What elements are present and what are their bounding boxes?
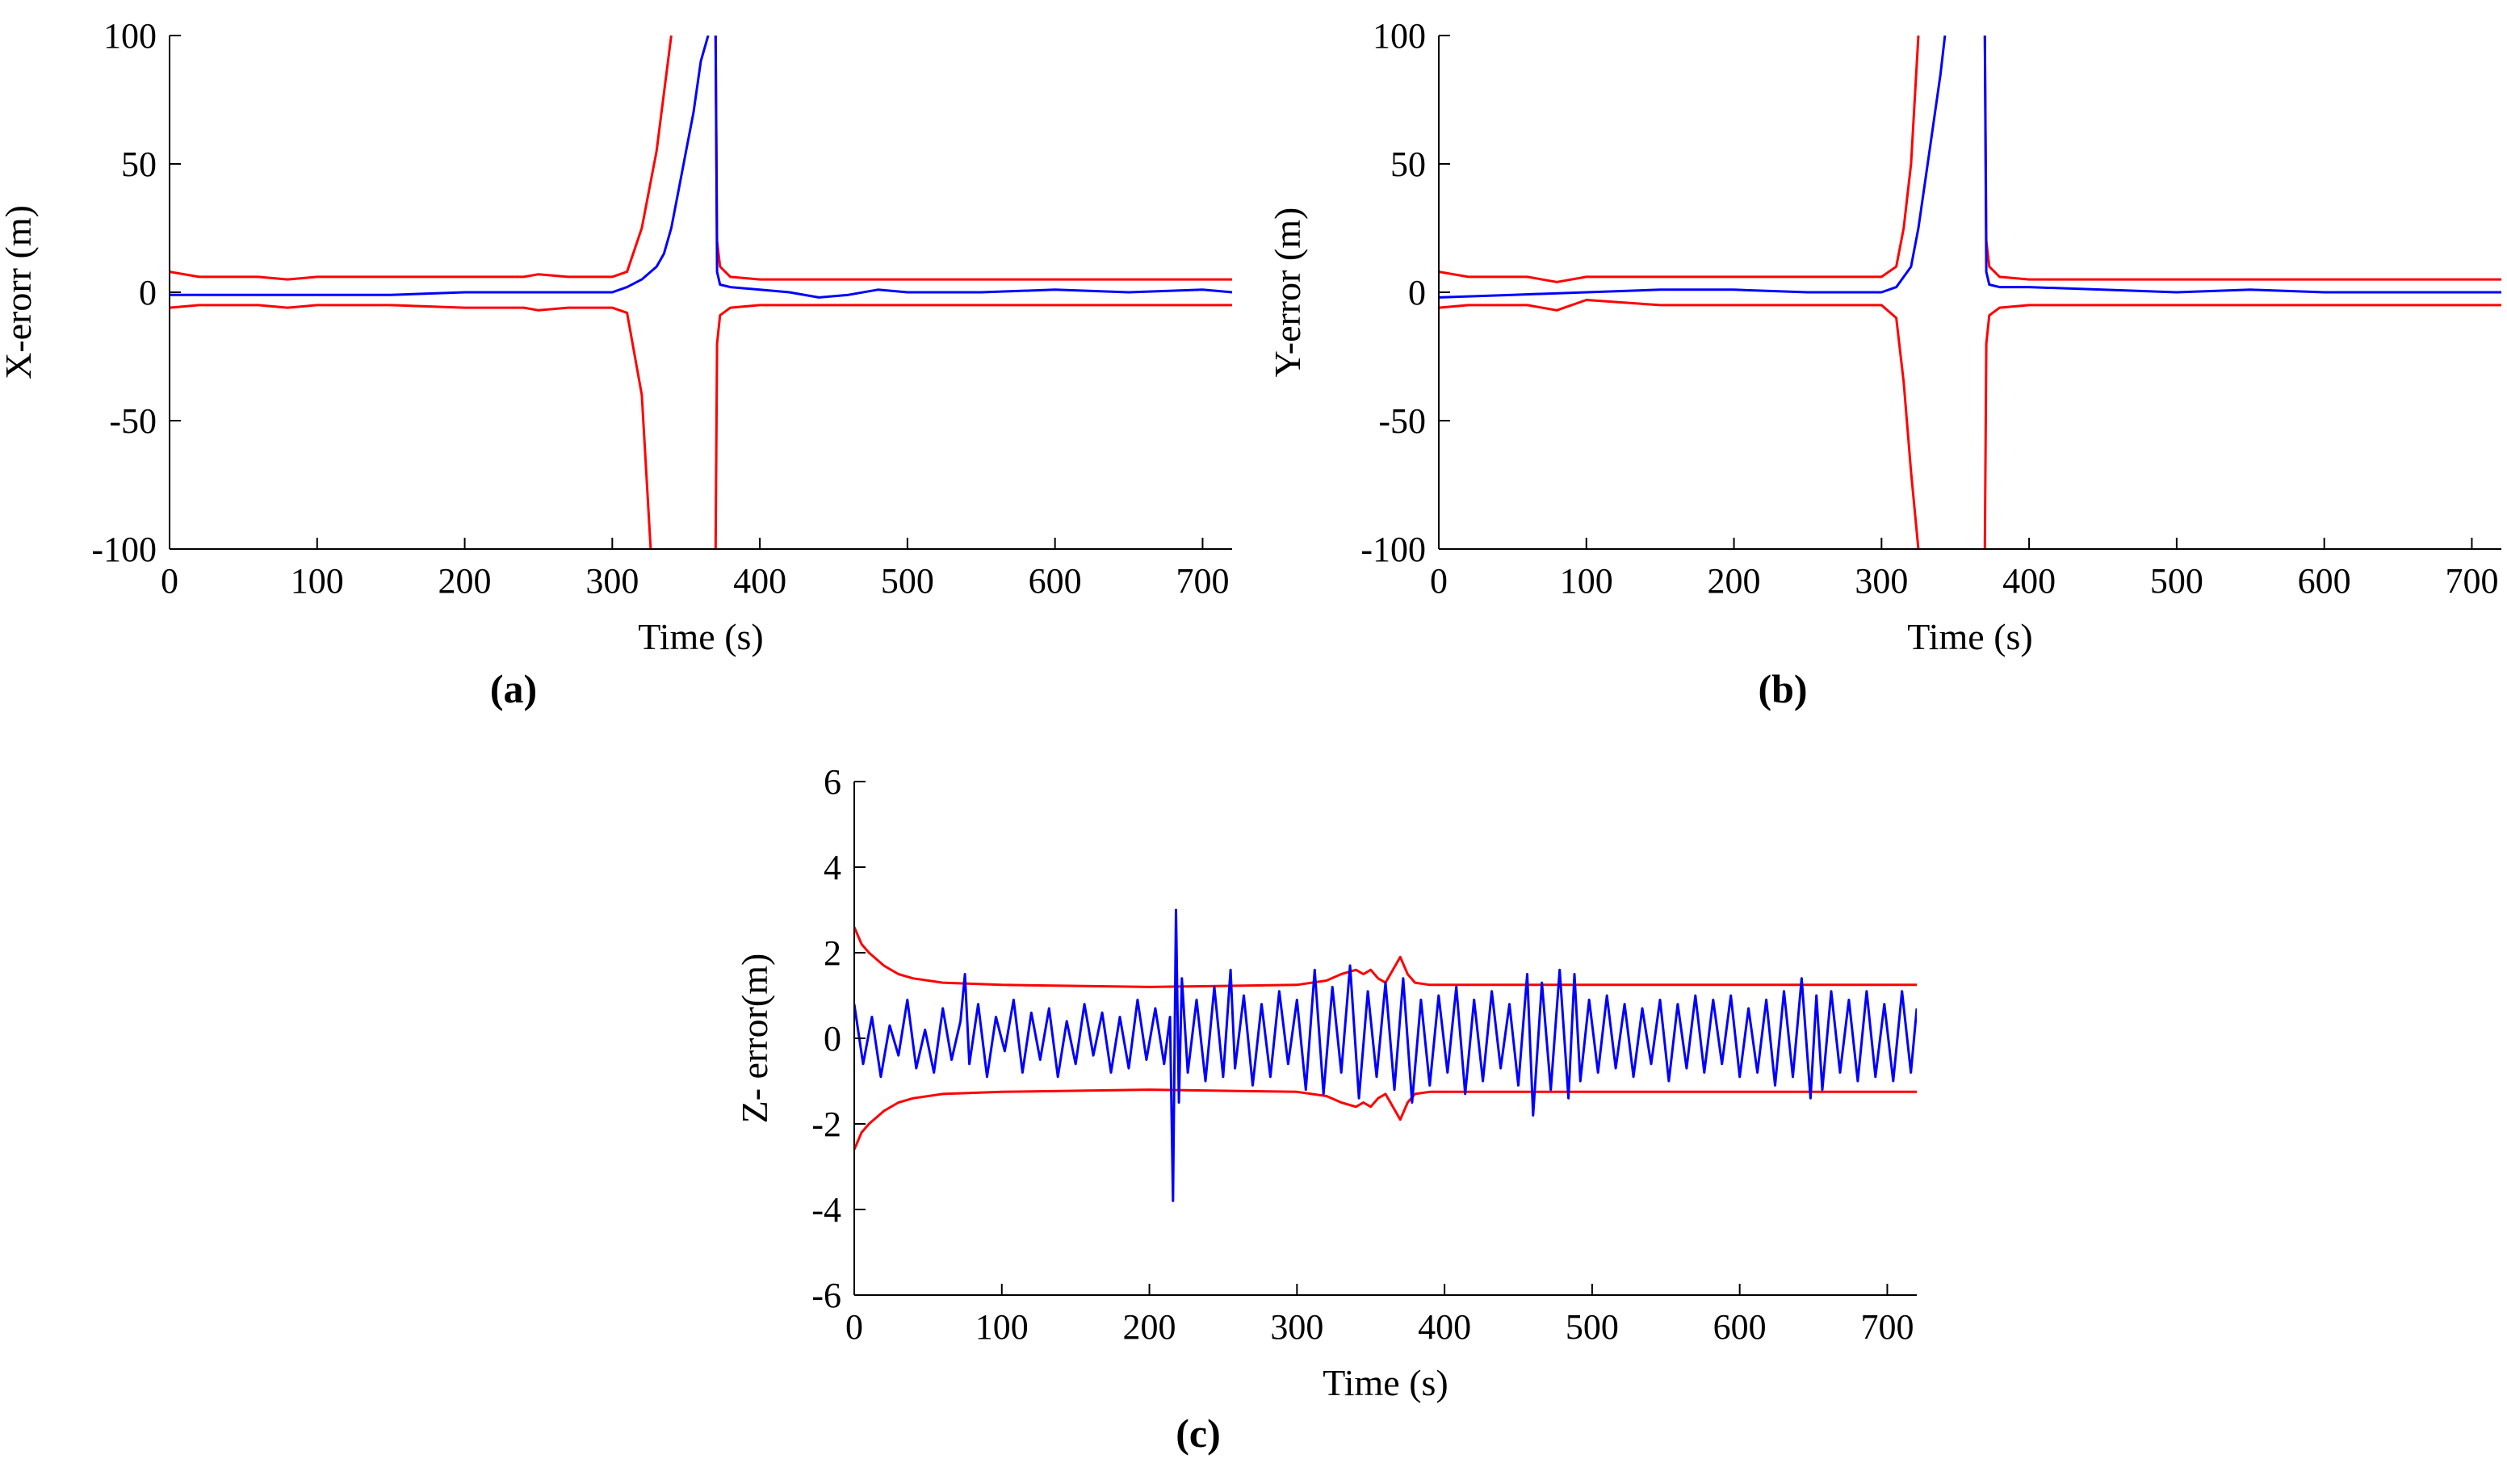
series-lower-bound-line — [170, 304, 1232, 549]
series-upper-bound-line — [170, 36, 1232, 281]
series-upper-bound-line — [1439, 36, 2501, 283]
x-tick-label: 300 — [585, 561, 639, 601]
y-tick-label: 0 — [139, 273, 157, 312]
panel-caption: (a) — [490, 666, 537, 711]
x-axis-label: Time (s) — [1323, 1362, 1448, 1403]
x-tick-label: 0 — [845, 1307, 863, 1347]
y-axis-label: Z- error(m) — [734, 954, 775, 1124]
y-tick-label: -50 — [109, 401, 157, 441]
plot-area — [170, 36, 1232, 549]
y-tick-label: -6 — [811, 1276, 841, 1315]
panel-caption: (b) — [1758, 666, 1807, 711]
x-tick-label: 700 — [2445, 561, 2498, 601]
y-tick-label: 6 — [824, 762, 841, 802]
series-error-line — [170, 36, 1232, 299]
y-tick-label: 50 — [1390, 145, 1426, 184]
x-tick-label: 100 — [291, 561, 344, 601]
x-tick-label: 500 — [881, 561, 934, 601]
chart-panel-a: 0 100 200 300 400 500 600 700 -100 -50 0 50 100 Time … — [0, 16, 1232, 711]
y-tick-label: -100 — [91, 530, 157, 569]
series-upper-bound-line — [854, 926, 1917, 988]
x-tick-label: 200 — [1708, 561, 1761, 601]
x-tick-label: 0 — [1430, 561, 1448, 601]
chart-panel-b: 0 100 200 300 400 500 600 700 -100 -50 0 50 100 Time … — [1267, 16, 2501, 711]
plot-area — [1439, 36, 2501, 549]
y-tick-label: -50 — [1378, 401, 1426, 441]
panel-caption: (c) — [1176, 1411, 1221, 1456]
series-error-line — [854, 908, 1917, 1202]
y-tick-label: 100 — [103, 16, 157, 56]
series-lower-bound-line — [854, 1088, 1917, 1151]
x-tick-label: 400 — [2002, 561, 2056, 601]
x-tick-label: 700 — [1860, 1307, 1914, 1347]
y-tick-label: 0 — [824, 1019, 841, 1059]
x-tick-label: 400 — [733, 561, 786, 601]
y-tick-label: -2 — [811, 1105, 841, 1144]
x-axis-label: Time (s) — [638, 616, 764, 657]
x-tick-label: 100 — [975, 1307, 1029, 1347]
y-tick-label: 2 — [824, 933, 841, 973]
x-tick-label: 200 — [438, 561, 492, 601]
plot-area — [854, 908, 1917, 1202]
series-error-line — [1439, 36, 2501, 299]
x-tick-label: 600 — [1029, 561, 1082, 601]
x-tick-label: 700 — [1176, 561, 1229, 601]
series-lower-bound-line — [1439, 299, 2501, 549]
y-axis-label: Y-error (m) — [1267, 208, 1308, 378]
chart-panel-c: 0 100 200 300 400 500 600 700 -6 -4 -2 0 2 4 6 Time (s)… — [734, 762, 1917, 1456]
y-tick-label: -4 — [811, 1190, 841, 1230]
x-tick-label: 0 — [161, 561, 178, 601]
y-tick-label: 100 — [1373, 16, 1426, 56]
y-tick-label: 50 — [121, 145, 157, 184]
x-tick-label: 500 — [1566, 1307, 1619, 1347]
x-tick-label: 500 — [2150, 561, 2203, 601]
x-tick-label: 300 — [1855, 561, 1908, 601]
y-tick-label: -100 — [1360, 530, 1426, 569]
x-tick-label: 100 — [1560, 561, 1613, 601]
x-axis-label: Time (s) — [1907, 616, 2033, 657]
y-tick-label: 0 — [1408, 273, 1426, 312]
y-tick-label: 4 — [824, 848, 841, 887]
x-tick-label: 600 — [2298, 561, 2351, 601]
y-axis-label: X-erorr (m) — [0, 205, 39, 379]
x-tick-label: 200 — [1123, 1307, 1176, 1347]
x-tick-label: 600 — [1713, 1307, 1767, 1347]
x-tick-label: 400 — [1418, 1307, 1471, 1347]
x-tick-label: 300 — [1270, 1307, 1323, 1347]
